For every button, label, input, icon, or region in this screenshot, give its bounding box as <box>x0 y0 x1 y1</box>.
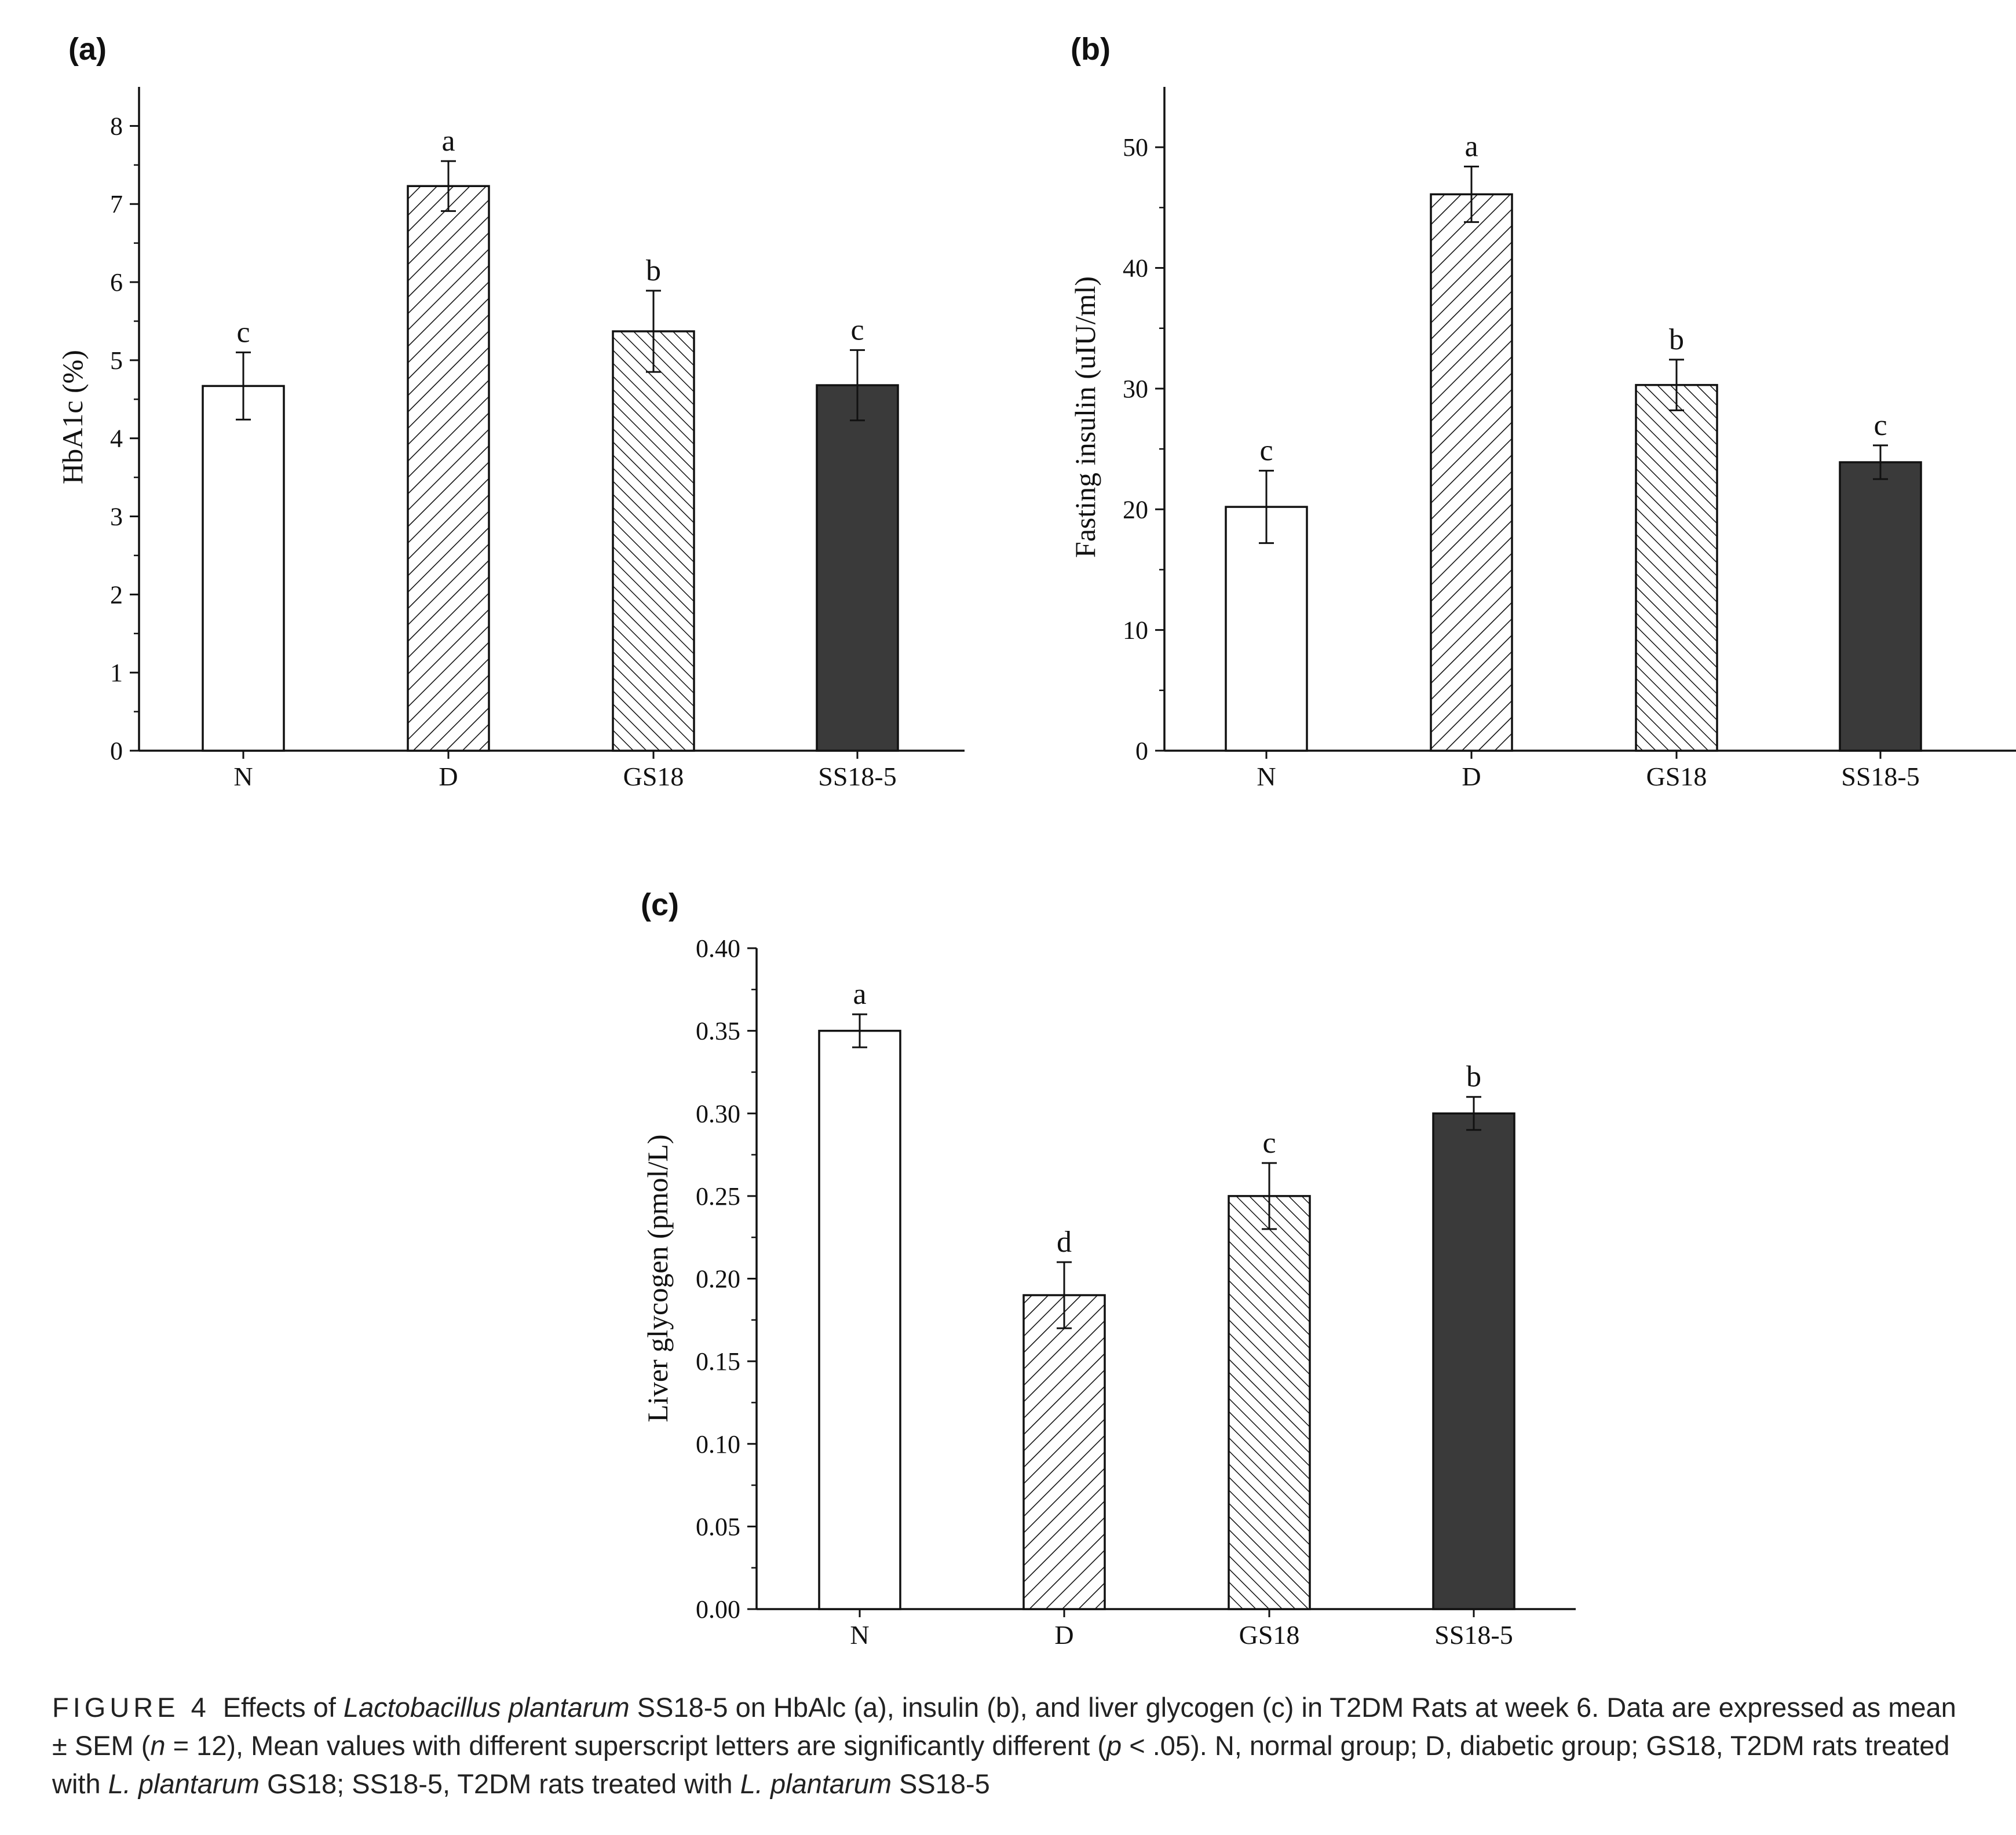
significance-letter: b <box>1669 323 1684 356</box>
caption-text: GS18; SS18-5, T2DM rats treated with <box>259 1768 740 1799</box>
bar-gs18 <box>1228 1195 1311 1610</box>
y-tick-label: 50 <box>1123 133 1148 162</box>
x-category-label: SS18-5 <box>1434 1620 1513 1650</box>
bar-ss18-5 <box>816 384 899 752</box>
bar-n <box>1225 506 1308 752</box>
figure-label: FIGURE 4 <box>52 1692 210 1723</box>
y-tick-label: 0.05 <box>696 1512 740 1541</box>
y-tick-label: 0.20 <box>696 1265 740 1293</box>
significance-letter: a <box>441 125 455 158</box>
y-tick-label: 6 <box>110 268 123 297</box>
y-tick-label: 30 <box>1123 375 1148 403</box>
x-category-label: SS18-5 <box>818 762 896 791</box>
y-tick-label: 0 <box>110 737 123 765</box>
bar-gs18 <box>1635 383 1718 752</box>
y-tick-label: 1 <box>110 659 123 687</box>
x-category-label: D <box>1054 1620 1073 1650</box>
bar-ss18-5 <box>1432 1112 1515 1610</box>
bar-gs18 <box>612 330 695 752</box>
significance-letter: b <box>1466 1061 1481 1094</box>
y-tick-label: 5 <box>110 346 123 375</box>
y-tick-label: 3 <box>110 503 123 531</box>
x-category-label: N <box>233 762 253 791</box>
significance-letter: c <box>1262 1127 1276 1160</box>
caption-text: = 12), Mean values with different supers… <box>165 1730 1107 1761</box>
x-category-label: SS18-5 <box>1841 762 1919 791</box>
x-category-label: N <box>1257 762 1276 791</box>
x-category-label: D <box>1462 762 1481 791</box>
bar-d <box>1022 1294 1106 1610</box>
y-axis-label: Fasting insulin (uIU/ml) <box>1069 276 1101 558</box>
caption-species: L. plantarum <box>740 1768 892 1799</box>
caption-species: L. plantarum <box>108 1768 260 1799</box>
bar-n <box>202 385 285 752</box>
y-axis-label: Liver glycogen (pmol/L) <box>641 1134 674 1422</box>
caption-variable: n <box>150 1730 166 1761</box>
y-axis-label: HbA1c (%) <box>56 350 89 484</box>
caption-text: < .05). N, normal group; D, diabetic gro… <box>52 1730 1950 1799</box>
panel-label: (c) <box>641 887 679 922</box>
significance-letter: a <box>1464 130 1478 163</box>
y-tick-label: 20 <box>1123 495 1148 524</box>
y-tick-label: 2 <box>110 580 123 609</box>
y-tick-label: 0.00 <box>696 1595 740 1624</box>
x-category-label: N <box>850 1620 869 1650</box>
y-tick-label: 0.10 <box>696 1430 740 1459</box>
y-tick-label: 0 <box>1135 737 1148 765</box>
y-tick-label: 10 <box>1123 616 1148 645</box>
significance-letter: c <box>1259 434 1273 467</box>
bar-n <box>818 1029 901 1610</box>
y-tick-label: 8 <box>110 112 123 140</box>
bar-d <box>407 185 490 752</box>
y-tick-label: 0.30 <box>696 1099 740 1128</box>
x-category-label: GS18 <box>1646 762 1707 791</box>
significance-letter: d <box>1057 1226 1072 1259</box>
panel-label: (b) <box>1071 32 1111 67</box>
significance-letter: c <box>236 316 250 349</box>
y-tick-label: 40 <box>1123 254 1148 283</box>
x-category-label: GS18 <box>623 762 684 791</box>
chart-panel-c: (c) 0.00 0.05 0.10 0.15 0.20 0.25 0.30 0.35 0.40 L… <box>641 887 1576 1650</box>
y-tick-label: 0.25 <box>696 1182 740 1211</box>
caption-text: SS18-5 on HbAlc (a), insulin (b), and li… <box>52 1692 1956 1761</box>
significance-letter: a <box>853 978 866 1011</box>
y-tick-label: 0.35 <box>696 1017 740 1046</box>
caption-variable: p <box>1106 1730 1122 1761</box>
figure-caption: FIGURE 4 Effects of Lactobacillus plantar… <box>52 1688 1975 1803</box>
caption-text: SS18-5 <box>892 1768 990 1799</box>
significance-letter: b <box>646 254 661 287</box>
y-tick-label: 0.15 <box>696 1347 740 1376</box>
significance-letter: c <box>850 313 864 346</box>
x-category-label: D <box>439 762 458 791</box>
bar-ss18-5 <box>1839 461 1922 752</box>
caption-species: Lactobacillus plantarum <box>343 1692 630 1723</box>
y-tick-label: 4 <box>110 425 123 453</box>
panel-label: (a) <box>68 32 107 67</box>
chart-panel-b: (b) 0 10 20 30 40 50 Fasting insulin (uIU/ml) c N… <box>1069 32 2016 791</box>
bar-d <box>1430 193 1513 752</box>
chart-panel-a: (a) 0 1 2 3 4 5 6 7 8 HbA1c (%) c Na Db GS18 c SS18-5 <box>56 32 965 791</box>
y-tick-label: 0.40 <box>696 934 740 963</box>
y-tick-label: 7 <box>110 190 123 218</box>
caption-text: Effects of <box>222 1692 344 1723</box>
x-category-label: GS18 <box>1239 1620 1300 1650</box>
significance-letter: c <box>1873 409 1887 442</box>
